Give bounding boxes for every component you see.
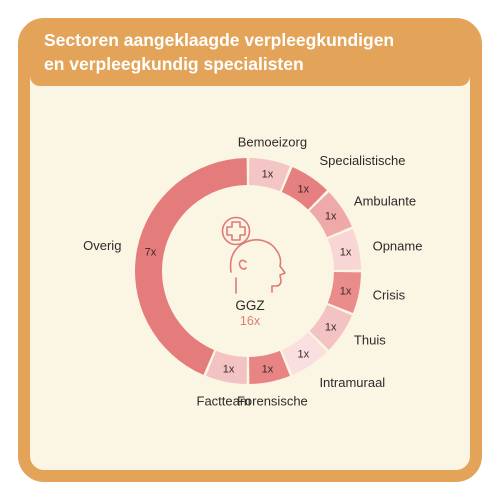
slice-name-forensische: Forensische xyxy=(237,394,308,409)
center-category-total: 16x xyxy=(240,314,261,328)
slice-ambulante xyxy=(309,192,352,238)
slice-value-forensische: 1x xyxy=(262,364,274,376)
slice-value-specialistische: 1x xyxy=(297,183,309,195)
chart-title: Sectoren aangeklaagde verpleegkundigen e… xyxy=(30,20,470,86)
slice-crisis xyxy=(327,272,361,313)
slice-value-ambulante: 1x xyxy=(325,211,337,223)
slice-name-bemoeizorg: Bemoeizorg xyxy=(238,134,307,149)
slice-name-opname: Opname xyxy=(373,239,423,254)
slice-intramuraal xyxy=(281,332,327,375)
slice-specialistische xyxy=(281,167,327,210)
slice-labels: 1x Bemoeizorg 1x Specialistische 1x Ambulante… xyxy=(83,134,422,408)
slice-bemoeizorg xyxy=(249,158,290,192)
center-category-name: GGZ xyxy=(235,298,264,313)
slice-opname xyxy=(327,229,361,270)
slice-factteam xyxy=(206,350,247,384)
slice-thuis xyxy=(309,304,352,350)
slice-name-specialistische: Specialistische xyxy=(319,153,405,168)
slice-value-overig: 7x xyxy=(145,247,157,259)
slice-value-crisis: 1x xyxy=(340,285,352,297)
slice-forensische xyxy=(249,350,290,384)
slice-overig xyxy=(134,158,247,375)
donut-slices xyxy=(134,158,361,384)
slice-name-crisis: Crisis xyxy=(373,287,406,302)
slice-value-opname: 1x xyxy=(340,247,352,259)
title-line-2: en verpleegkundig specialisten xyxy=(44,54,304,74)
slice-value-intramuraal: 1x xyxy=(297,349,309,361)
title-line-1: Sectoren aangeklaagde verpleegkundigen xyxy=(44,30,395,50)
card-frame xyxy=(18,18,482,482)
slice-value-bemoeizorg: 1x xyxy=(262,168,274,180)
slice-name-intramuraal: Intramuraal xyxy=(319,375,385,390)
slice-name-factteam: Factteam xyxy=(197,394,251,409)
slice-name-overig: Overig xyxy=(83,238,121,253)
slice-value-factteam: 1x xyxy=(223,364,235,376)
slice-name-thuis: Thuis xyxy=(354,332,386,347)
head-medical-cross-icon xyxy=(221,216,286,294)
slice-name-ambulante: Ambulante xyxy=(354,194,416,209)
slice-value-thuis: 1x xyxy=(325,321,337,333)
